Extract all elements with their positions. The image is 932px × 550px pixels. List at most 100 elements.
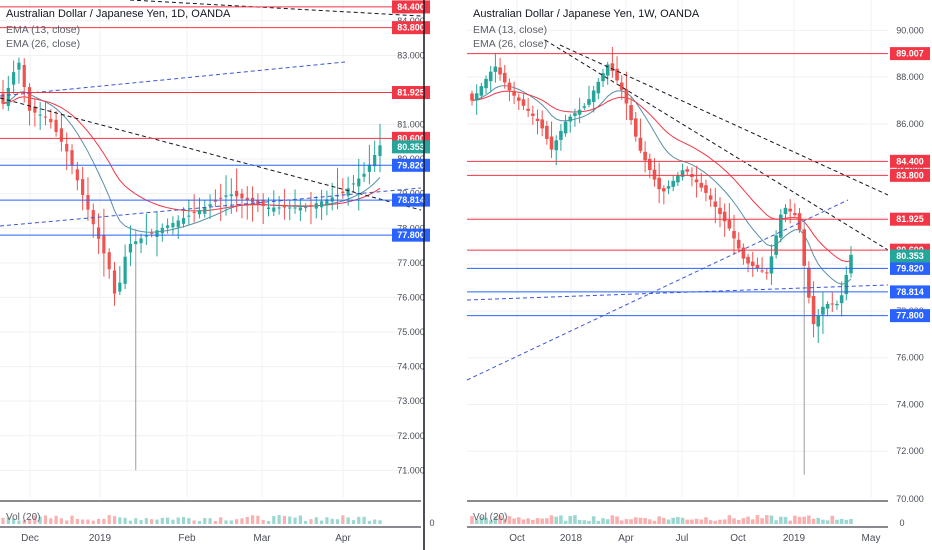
- weekly-chart-panel[interactable]: 72.00074.00076.00078.00080.00082.00084.0…: [466, 0, 930, 544]
- candle[interactable]: [134, 228, 138, 471]
- candle[interactable]: [811, 281, 816, 338]
- candle[interactable]: [755, 257, 760, 272]
- candle[interactable]: [793, 203, 797, 219]
- candle[interactable]: [33, 98, 37, 127]
- candle[interactable]: [512, 81, 516, 105]
- candle[interactable]: [624, 71, 629, 120]
- candle[interactable]: [718, 197, 722, 228]
- candle[interactable]: [638, 118, 643, 154]
- candle[interactable]: [357, 158, 361, 211]
- candle[interactable]: [821, 292, 825, 334]
- candle[interactable]: [680, 163, 685, 181]
- candle[interactable]: [319, 189, 324, 221]
- candle[interactable]: [22, 58, 26, 103]
- candle[interactable]: [346, 176, 350, 206]
- candle[interactable]: [540, 110, 544, 137]
- candle[interactable]: [181, 207, 186, 228]
- candle[interactable]: [788, 199, 792, 224]
- candle[interactable]: [17, 57, 21, 84]
- candle[interactable]: [488, 65, 493, 93]
- candle[interactable]: [351, 175, 356, 193]
- candle[interactable]: [746, 253, 750, 273]
- candle[interactable]: [282, 188, 287, 220]
- candle[interactable]: [844, 266, 849, 301]
- candle[interactable]: [502, 64, 507, 89]
- candle[interactable]: [160, 223, 164, 242]
- candle[interactable]: [769, 244, 774, 285]
- candle[interactable]: [610, 46, 615, 78]
- candle[interactable]: [708, 188, 713, 207]
- candle[interactable]: [830, 292, 835, 313]
- candle[interactable]: [521, 94, 526, 111]
- candle[interactable]: [293, 189, 297, 214]
- candle[interactable]: [643, 141, 647, 173]
- candle[interactable]: [582, 102, 587, 111]
- candle[interactable]: [694, 165, 699, 198]
- candle[interactable]: [12, 60, 16, 94]
- candle[interactable]: [123, 244, 127, 290]
- candle[interactable]: [229, 178, 233, 214]
- candle[interactable]: [70, 144, 74, 175]
- candle[interactable]: [378, 123, 382, 173]
- candle[interactable]: [479, 82, 484, 100]
- candle[interactable]: [150, 228, 154, 238]
- candle[interactable]: [591, 85, 596, 113]
- candle[interactable]: [54, 111, 58, 137]
- candle[interactable]: [330, 182, 334, 211]
- candle[interactable]: [470, 90, 474, 106]
- candle[interactable]: [38, 102, 42, 130]
- candle[interactable]: [526, 97, 530, 117]
- candle[interactable]: [118, 266, 122, 296]
- candle[interactable]: [493, 53, 498, 83]
- candle[interactable]: [563, 114, 568, 137]
- candle[interactable]: [144, 213, 148, 246]
- candle[interactable]: [760, 257, 764, 274]
- candle[interactable]: [203, 199, 207, 218]
- candle[interactable]: [662, 185, 666, 205]
- candle[interactable]: [615, 56, 619, 83]
- candle[interactable]: [240, 188, 244, 219]
- candle[interactable]: [373, 140, 377, 172]
- candle[interactable]: [648, 153, 652, 179]
- candle[interactable]: [736, 232, 741, 253]
- candle[interactable]: [367, 144, 371, 185]
- candle[interactable]: [807, 261, 811, 304]
- candle[interactable]: [516, 93, 521, 111]
- candle[interactable]: [559, 123, 563, 151]
- candle[interactable]: [699, 172, 704, 192]
- candle[interactable]: [325, 190, 329, 216]
- candle[interactable]: [288, 199, 292, 221]
- candle[interactable]: [573, 108, 577, 127]
- candle[interactable]: [825, 301, 830, 317]
- candle[interactable]: [27, 83, 32, 126]
- candle[interactable]: [685, 166, 690, 176]
- candle[interactable]: [256, 193, 260, 213]
- candle[interactable]: [587, 85, 591, 108]
- candle[interactable]: [704, 179, 708, 202]
- candle[interactable]: [835, 300, 839, 310]
- candle[interactable]: [568, 114, 573, 133]
- candle[interactable]: [507, 78, 512, 102]
- candle[interactable]: [86, 177, 90, 221]
- candle[interactable]: [531, 105, 535, 125]
- candle[interactable]: [43, 101, 48, 126]
- candle[interactable]: [261, 193, 265, 224]
- candle[interactable]: [75, 161, 79, 191]
- candle[interactable]: [779, 208, 783, 243]
- candle[interactable]: [741, 243, 746, 265]
- candle[interactable]: [601, 68, 605, 88]
- candle[interactable]: [657, 162, 661, 204]
- candle[interactable]: [298, 199, 302, 222]
- candle[interactable]: [577, 97, 582, 124]
- candle[interactable]: [652, 158, 657, 187]
- candle[interactable]: [128, 225, 133, 267]
- candle[interactable]: [633, 112, 638, 142]
- candle[interactable]: [102, 208, 106, 277]
- candle[interactable]: [6, 75, 10, 111]
- candle[interactable]: [49, 109, 53, 129]
- candle[interactable]: [816, 308, 821, 343]
- candle[interactable]: [197, 197, 202, 219]
- candle[interactable]: [596, 78, 601, 100]
- candle[interactable]: [732, 214, 736, 255]
- candle[interactable]: [245, 186, 249, 220]
